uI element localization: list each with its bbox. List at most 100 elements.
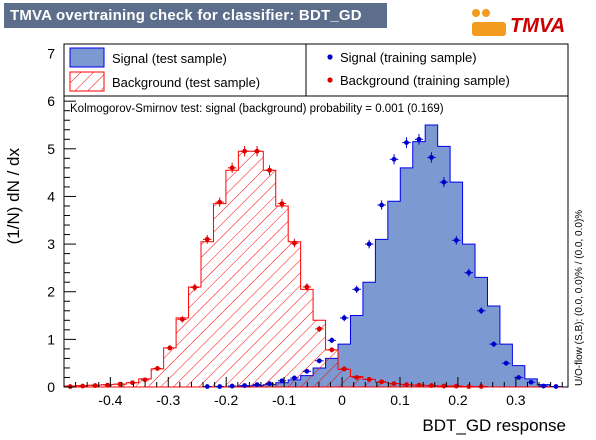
background-training-point (105, 382, 110, 388)
background-training-point (267, 167, 272, 173)
signal-training-point (329, 337, 335, 343)
legend: Signal (test sample) Background (test sa… (63, 43, 569, 97)
x-tick-label: -0.2 (214, 392, 238, 408)
overflow-annotation: U/O-flow (S,B): (0.0, 0.0)% / (0.0, 0.0)… (574, 210, 585, 386)
legend-marker-signal-train (327, 54, 333, 60)
background-training-point (379, 379, 385, 385)
background-training-point (404, 382, 409, 388)
x-tick-label: 0.1 (390, 392, 410, 408)
signal-training-point (304, 368, 310, 374)
signal-training-point (416, 136, 422, 142)
legend-box-right (305, 43, 569, 97)
background-training-point (130, 380, 135, 386)
signal-training-point (366, 241, 372, 247)
signal-training-point (441, 179, 447, 185)
y-tick-label: 5 (47, 141, 55, 157)
background-training-point (441, 383, 447, 389)
legend-label-background-train: Background (training sample) (340, 73, 510, 88)
signal-training-point (341, 315, 347, 321)
x-axis-title: BDT_GD response (422, 416, 566, 435)
background-training-point (304, 284, 310, 290)
background-training-point (254, 148, 260, 154)
background-training-point (155, 366, 160, 371)
signal-training-points (203, 133, 561, 389)
background-training-point (80, 383, 86, 389)
signal-training-point (553, 384, 559, 389)
signal-training-point (478, 308, 484, 314)
x-tick-label: 0.2 (448, 392, 468, 408)
background-training-point (117, 381, 123, 387)
signal-training-point (292, 375, 297, 381)
background-training-point (242, 148, 248, 154)
background-training-point (354, 375, 360, 380)
signal-training-point (354, 286, 360, 292)
y-tick-label: 3 (47, 236, 55, 252)
x-axis: -0.4 -0.3 -0.2 -0.1 0 0.1 0.2 0.3 (63, 377, 563, 408)
signal-training-point (242, 383, 248, 388)
signal-training-point (466, 270, 472, 276)
signal-training-point (204, 384, 210, 389)
x-tick-label: -0.3 (156, 392, 180, 408)
background-training-point (142, 377, 148, 383)
signal-training-point (254, 382, 260, 388)
background-training-point (179, 316, 185, 322)
background-training-point (292, 240, 297, 246)
signal-training-point (217, 384, 223, 389)
signal-training-point (391, 156, 397, 162)
background-training-point (466, 384, 472, 389)
background-training-point (391, 381, 397, 387)
x-tick-label: 0 (338, 392, 346, 408)
signal-training-point (404, 140, 409, 146)
x-tick-label: 0.3 (506, 392, 526, 408)
y-tick-label: 1 (47, 331, 55, 347)
chart-title: TMVA overtraining check for classifier: … (4, 3, 387, 28)
background-training-point (366, 376, 372, 382)
legend-swatch-signal-test (69, 47, 105, 68)
logo-text: TMVA (510, 15, 565, 37)
logo-dot-1 (472, 9, 480, 17)
legend-label-signal-train: Signal (training sample) (340, 50, 477, 65)
background-training-point (217, 199, 223, 205)
x-tick-label: -0.4 (98, 392, 122, 408)
x-tick-label: -0.1 (272, 392, 296, 408)
signal-training-point (516, 375, 522, 380)
signal-training-point (541, 383, 546, 389)
ks-test-annotation: Kolmogorov-Smirnov test: signal (backgro… (70, 103, 444, 115)
legend-label-signal-test: Signal (test sample) (112, 51, 227, 66)
signal-training-point (528, 379, 534, 385)
background-training-point (316, 326, 322, 332)
logo-dot-2 (482, 9, 490, 17)
signal-training-point (453, 237, 459, 243)
y-tick-label: 2 (47, 284, 55, 300)
tmva-logo: TMVA (472, 9, 565, 37)
background-training-point (204, 236, 210, 242)
legend-marker-background-train (327, 77, 333, 83)
background-training-point (229, 165, 235, 171)
background-training-point (167, 345, 173, 351)
y-tick-label: 7 (47, 46, 55, 62)
y-tick-label: 0 (47, 379, 55, 395)
y-axis: 0 1 2 3 4 5 6 7 (47, 43, 76, 395)
legend-label-background-test: Background (test sample) (112, 75, 260, 90)
background-training-point (279, 201, 285, 206)
signal-training-point (503, 360, 509, 366)
signal-training-point (279, 378, 285, 384)
background-training-point (92, 383, 98, 388)
signal-training-point (316, 358, 322, 364)
logo-bar (472, 22, 506, 36)
y-tick-label: 4 (47, 188, 55, 204)
y-tick-label: 6 (47, 93, 55, 109)
legend-swatch-background-test (69, 71, 105, 92)
signal-training-point (429, 154, 434, 160)
signal-training-point (491, 341, 497, 347)
background-training-point (416, 382, 422, 388)
signal-training-point (229, 383, 235, 389)
background-training-point (429, 383, 434, 388)
y-axis-title: (1/N) dN / dx (4, 148, 23, 245)
signal-training-point (267, 381, 272, 387)
signal-training-point (379, 202, 385, 208)
background-training-point (192, 285, 198, 290)
background-training-point (341, 366, 347, 372)
background-training-point (329, 347, 335, 353)
